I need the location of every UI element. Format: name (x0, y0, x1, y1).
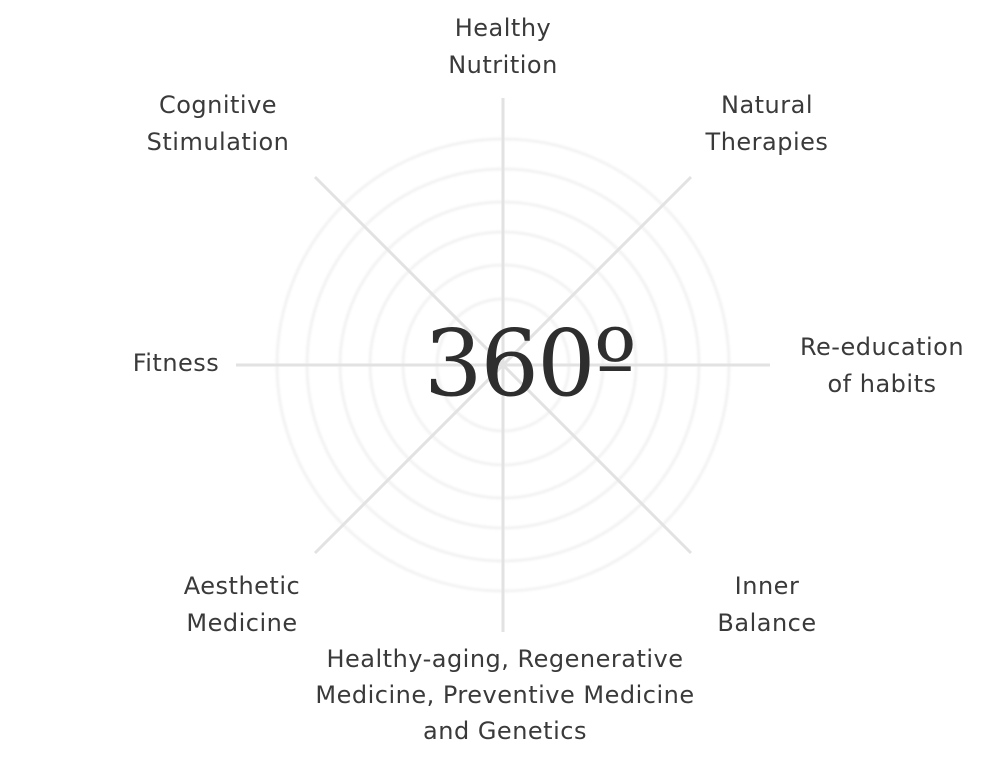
label-aesthetic-medicine: Aesthetic Medicine (183, 572, 301, 637)
radial-spokes (236, 98, 770, 632)
label-cognitive-stimulation: Cognitive Stimulation (146, 91, 290, 156)
label-healthy-nutrition: Healthy Nutrition (448, 14, 558, 79)
label-healthy-aging: Healthy-aging, Regenerative Medicine, Pr… (315, 645, 695, 745)
center-title: 360º (424, 310, 637, 417)
label-re-education-of-habits: Re-education of habits (799, 333, 965, 398)
label-inner-balance: Inner Balance (717, 572, 817, 637)
label-fitness: Fitness (132, 349, 220, 377)
label-natural-therapies: Natural Therapies (705, 91, 829, 156)
spoke-diagonal-up (313, 175, 693, 555)
